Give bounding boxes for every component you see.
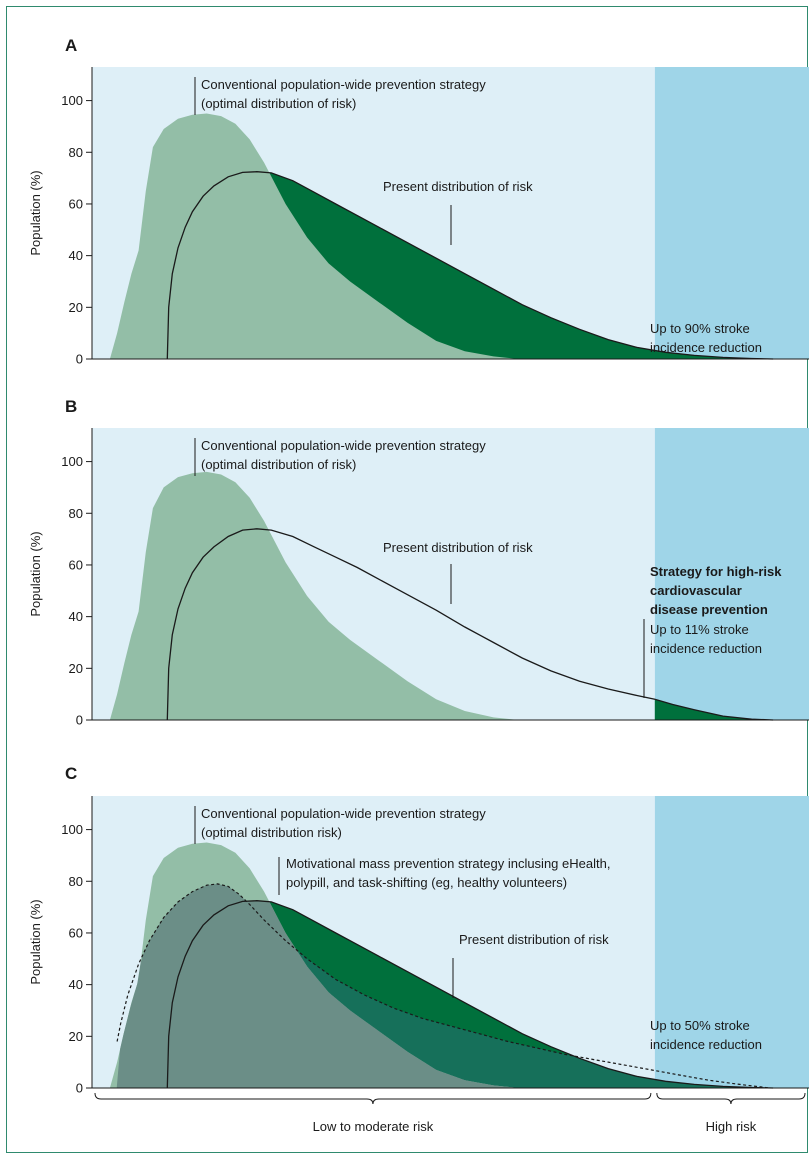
y-tick-label: 20 xyxy=(69,661,83,676)
y-tick-label: 20 xyxy=(69,300,83,315)
y-tick-label: 0 xyxy=(76,1081,83,1096)
panel-letter: A xyxy=(65,36,77,55)
y-axis-title: Population (%) xyxy=(28,531,43,616)
y-tick-label: 60 xyxy=(69,196,83,211)
optimal-distribution-area xyxy=(109,113,519,359)
annotation-text: Present distribution of risk xyxy=(383,179,533,194)
y-tick-label: 0 xyxy=(76,352,83,367)
present-distribution-line xyxy=(166,900,774,1089)
annotation-text: Strategy for high-risk xyxy=(650,564,782,579)
annotation-text: Up to 11% stroke xyxy=(650,622,749,637)
annotation-text: Up to 50% stroke xyxy=(650,1018,750,1033)
annotation-text: disease prevention xyxy=(650,602,768,617)
annotation-text: (optimal distribution of risk) xyxy=(201,457,356,472)
annotation-text: (optimal distribution risk) xyxy=(201,825,342,840)
y-tick-label: 40 xyxy=(69,609,83,624)
y-axis-title: Population (%) xyxy=(28,170,43,255)
chart-panel-b: 0 20 40 60 80 100 Population (%) B Conventional … xyxy=(28,397,809,728)
annotation-text: (optimal distribution of risk) xyxy=(201,96,356,111)
chart-canvas: 0 20 40 60 80 100 Population (%) A Conventional … xyxy=(28,36,809,1134)
annotation-text: Up to 90% stroke xyxy=(650,321,750,336)
panel-letter: B xyxy=(65,397,77,416)
high-risk-region xyxy=(654,428,809,720)
present-distribution-line xyxy=(166,171,774,360)
high-risk-present-area xyxy=(654,699,774,720)
y-axis-title: Population (%) xyxy=(28,899,43,984)
y-tick-label: 80 xyxy=(69,145,83,160)
y-tick-label: 80 xyxy=(69,506,83,521)
annotation-text: Conventional population-wide prevention … xyxy=(201,438,486,453)
annotation-text: Conventional population-wide prevention … xyxy=(201,77,486,92)
figure: 0 20 40 60 80 100 Population (%) A Conventional … xyxy=(6,6,809,1153)
annotation-text: incidence reduction xyxy=(650,641,762,656)
low-risk-label: Low to moderate risk xyxy=(313,1119,434,1134)
y-tick-label: 100 xyxy=(61,93,83,108)
y-tick-label: 60 xyxy=(69,925,83,940)
annotation-text: incidence reduction xyxy=(650,340,762,355)
annotation-text: polypill, and task-shifting (eg, healthy… xyxy=(286,875,567,890)
y-tick-label: 60 xyxy=(69,557,83,572)
annotation-text: Conventional population-wide prevention … xyxy=(201,806,486,821)
annotation-text: Motivational mass prevention strategy in… xyxy=(286,856,610,871)
annotation-text: Present distribution of risk xyxy=(459,932,609,947)
panel-letter: C xyxy=(65,764,77,783)
chart-panel-a: 0 20 40 60 80 100 Population (%) A Conventional … xyxy=(28,36,809,367)
high-risk-region xyxy=(654,796,809,1088)
optimal-distribution-area xyxy=(109,471,519,720)
high-risk-region xyxy=(654,67,809,359)
y-tick-label: 0 xyxy=(76,713,83,728)
annotation-text: Present distribution of risk xyxy=(383,540,533,555)
y-tick-label: 40 xyxy=(69,977,83,992)
high-risk-bracket xyxy=(656,1092,806,1105)
y-tick-label: 100 xyxy=(61,454,83,469)
y-tick-label: 80 xyxy=(69,874,83,889)
y-tick-label: 100 xyxy=(61,822,83,837)
chart-panel-c: 0 20 40 60 80 100 Population (%) C Conventional … xyxy=(28,764,809,1096)
annotation-text: cardiovascular xyxy=(650,583,742,598)
low-risk-bracket xyxy=(94,1092,652,1105)
annotation-text: incidence reduction xyxy=(650,1037,762,1052)
high-risk-label: High risk xyxy=(706,1119,757,1134)
y-tick-label: 20 xyxy=(69,1029,83,1044)
present-distribution-line xyxy=(166,528,774,721)
y-tick-label: 40 xyxy=(69,248,83,263)
present-optimal-overlap-area xyxy=(167,900,519,1088)
